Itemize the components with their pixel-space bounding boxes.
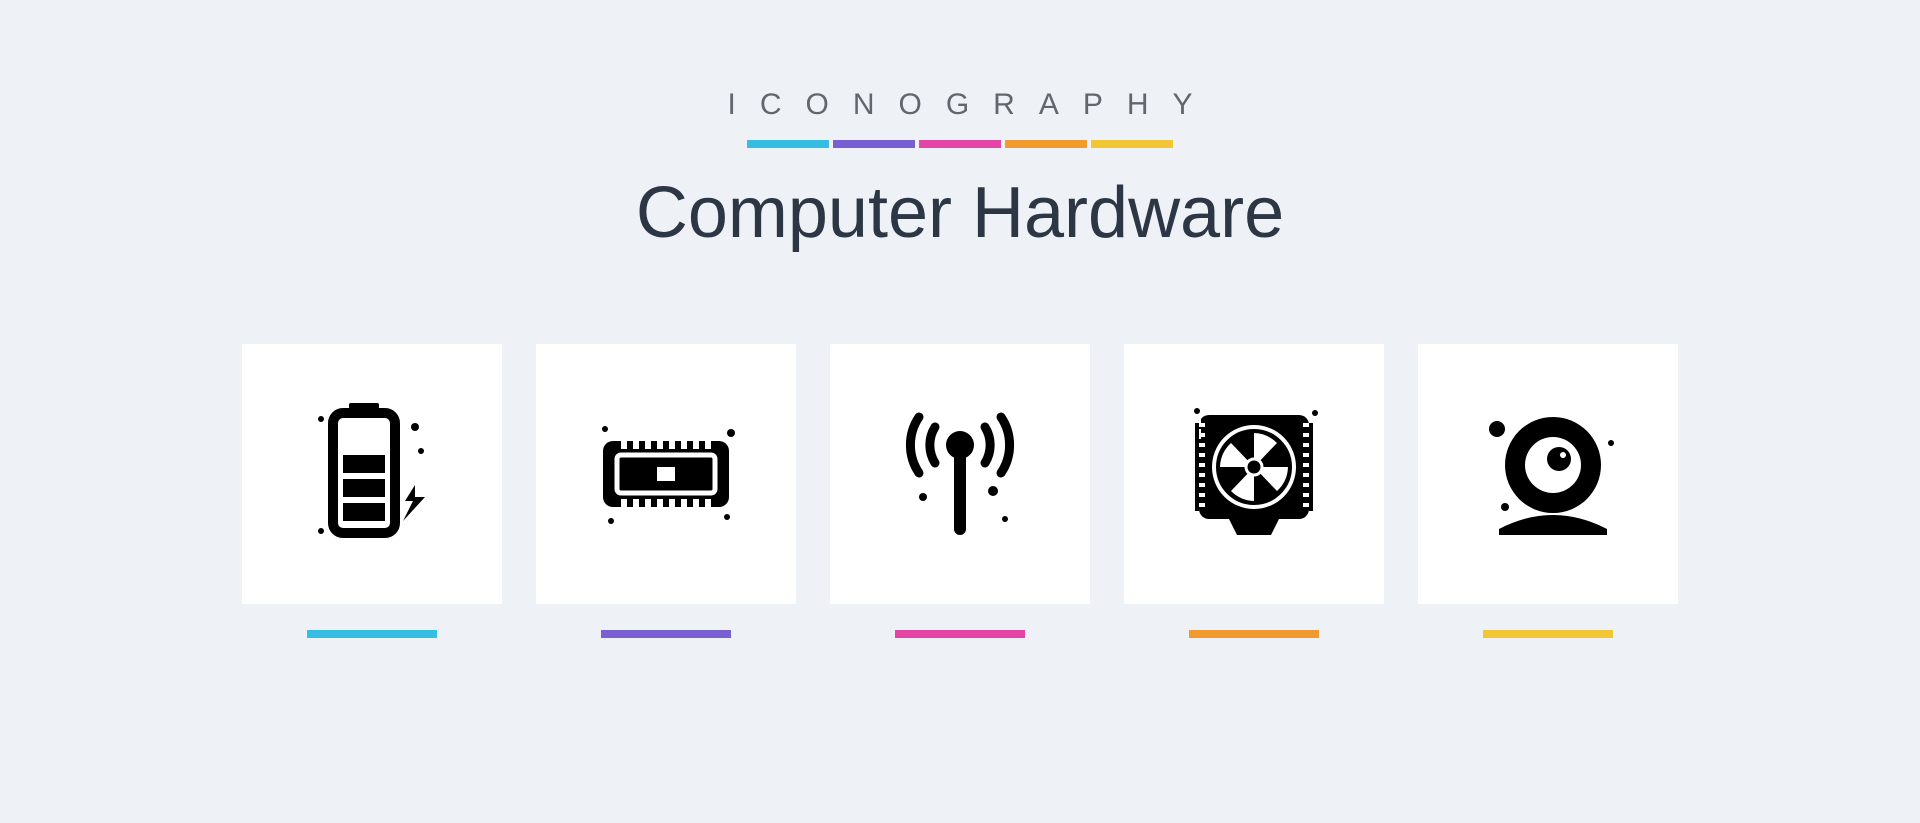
accent-bar [307,630,437,638]
antenna-signal-icon [875,389,1045,559]
icon-cell [242,344,502,638]
kicker-underline [636,140,1284,148]
underline-seg-3 [1005,140,1087,148]
underline-seg-4 [1091,140,1173,148]
cpu-cooler-fan-icon [1169,389,1339,559]
icon-tile [536,344,796,604]
underline-seg-2 [919,140,1001,148]
accent-bar [1483,630,1613,638]
icon-tile [242,344,502,604]
header: ICONOGRAPHY Computer Hardware [636,88,1284,254]
webcam-icon [1463,389,1633,559]
icon-cell [1418,344,1678,638]
icon-row [242,344,1678,638]
accent-bar [601,630,731,638]
icon-cell [536,344,796,638]
accent-bar [895,630,1025,638]
icon-cell [830,344,1090,638]
icon-tile [1418,344,1678,604]
page-title: Computer Hardware [636,172,1284,254]
kicker: ICONOGRAPHY [660,88,1284,122]
ram-chip-icon [581,389,751,559]
underline-seg-0 [747,140,829,148]
icon-tile [830,344,1090,604]
battery-charging-icon [287,389,457,559]
icon-cell [1124,344,1384,638]
icon-tile [1124,344,1384,604]
underline-seg-1 [833,140,915,148]
accent-bar [1189,630,1319,638]
